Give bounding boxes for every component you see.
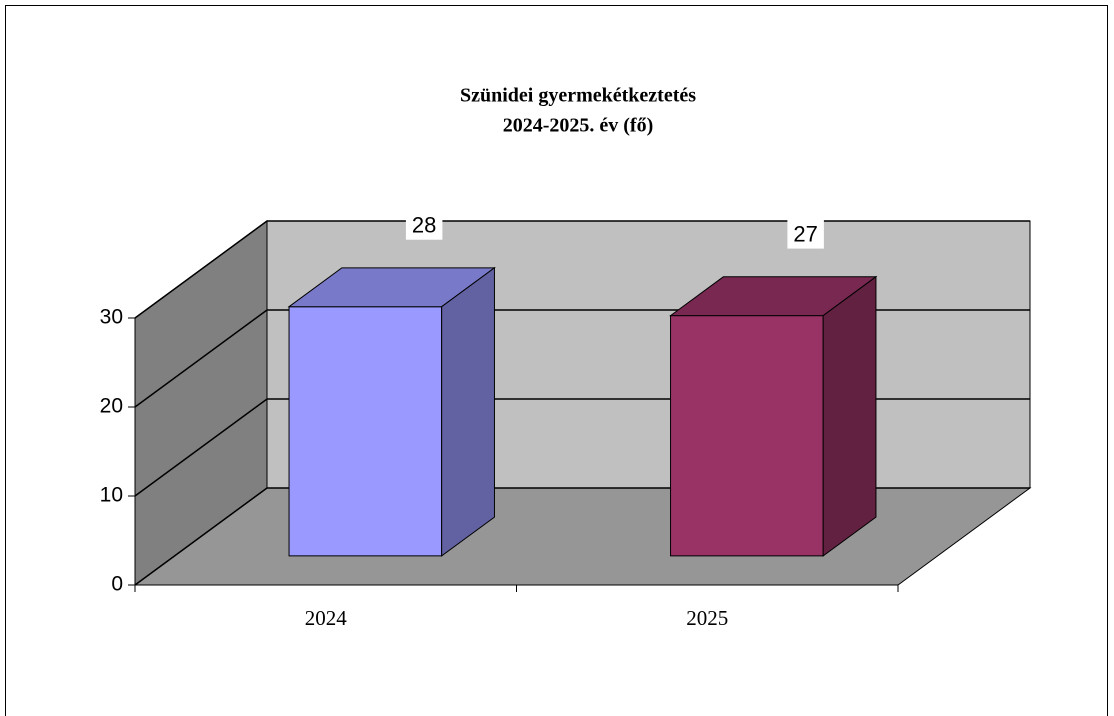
y-tick-label: 20: [100, 395, 123, 418]
bar-front: [288, 306, 443, 557]
chart-title: Szünidei gyermekétkeztetés: [460, 85, 696, 107]
data-label: 28: [412, 213, 436, 238]
x-tick-label: 2024: [305, 606, 348, 630]
y-tick-label: 10: [100, 484, 123, 507]
chart-subtitle: 2024-2025. év (fő): [503, 115, 654, 137]
x-tick-label: 2025: [686, 606, 728, 630]
y-tick-label: 30: [100, 306, 123, 329]
bar-side: [822, 275, 877, 557]
bar-side: [441, 266, 495, 557]
grid-line: [134, 220, 1030, 319]
floor: [133, 487, 1032, 586]
y-tick-label: 0: [111, 573, 123, 596]
bar-front: [670, 315, 824, 557]
data-label-bg: [405, 210, 443, 240]
data-label-bg: [787, 219, 824, 249]
data-label: 27: [793, 222, 817, 247]
